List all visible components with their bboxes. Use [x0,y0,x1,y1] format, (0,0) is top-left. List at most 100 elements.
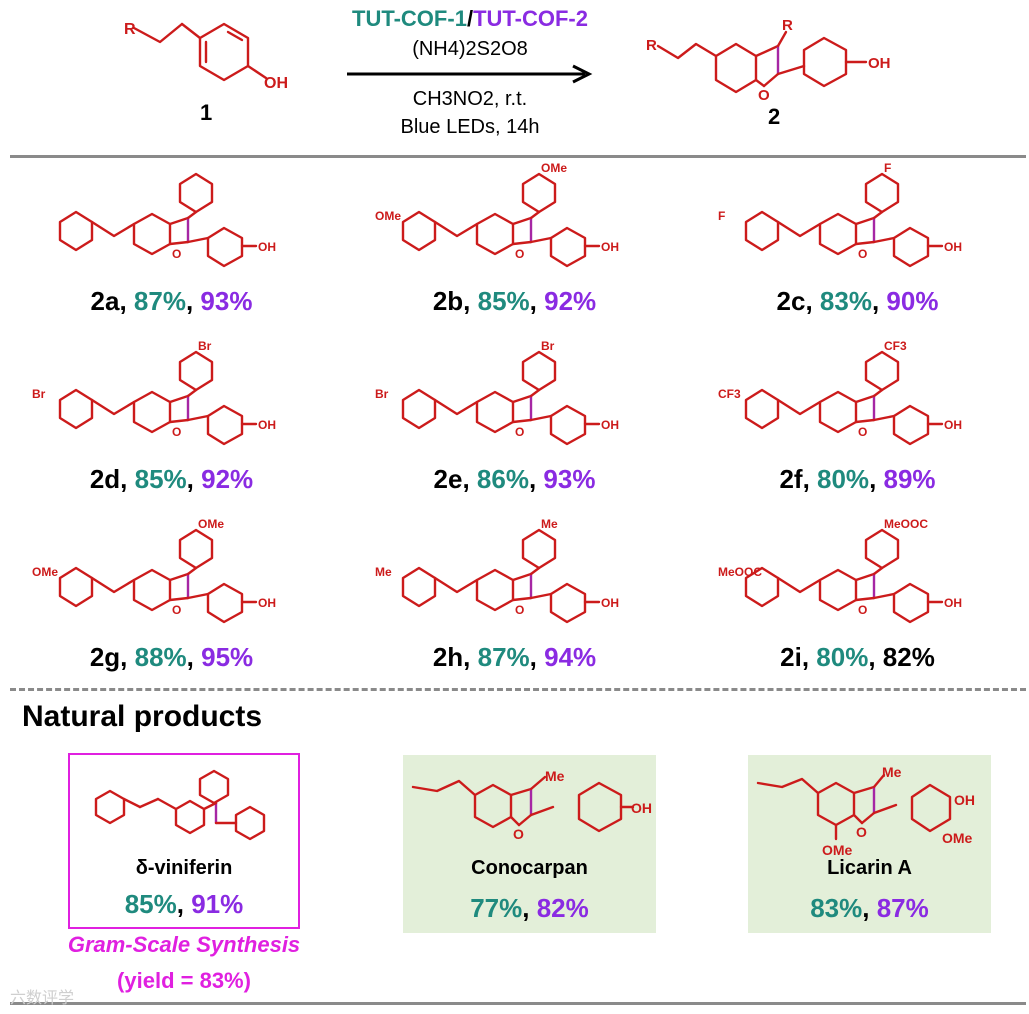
yield-cof2: 93% [200,286,253,316]
svg-text:Me: Me [545,768,565,784]
oxygen-label: O [858,247,867,261]
compound-id: 2f [779,464,803,494]
product-structure-2d: OH O Br Br [32,340,276,446]
natural-products-heading: Natural products [22,700,263,733]
product-grid: OH O 2a, 87%, 93% OH O OMe OMe 2b, 85%, 92% OH O F… [0,160,1029,685]
product-yield-label: 2i, 80%, 82% [780,642,935,672]
hydroxy-label: OH [258,596,276,610]
svg-text:OMe: OMe [942,830,973,846]
viniferin-structure [94,769,266,841]
watermark: 六数评学 [10,990,75,1007]
licarin-structure: Me O OMe OH OMe [756,764,975,858]
product-cell-2g: OH O OMe OMe 2g, 88%, 95% [0,516,343,686]
product-label: 2 [768,104,781,129]
licarin-yield-cof1: 83% [810,893,863,923]
svg-text:O: O [513,826,524,842]
hydroxy-label: OH [944,596,962,610]
product-oxygen-label: O [758,87,770,104]
product-yield-label: 2f, 80%, 89% [779,464,936,494]
yield-cof2: 82% [882,642,935,672]
oxygen-label: O [858,603,867,617]
product-cell-2d: OH O Br Br 2d, 85%, 92% [0,338,343,508]
product-yield-label: 2a, 87%, 93% [90,286,253,316]
yield-cof2: 93% [543,464,596,494]
conocarpan-name: Conocarpan [471,857,588,879]
svg-text:OH: OH [954,792,975,808]
substituent-label: MeOOC [884,518,928,531]
product-hydroxy-label: OH [868,55,891,72]
yield-cof1: 85% [477,286,530,316]
gram-scale-title: Gram-Scale Synthesis [67,932,301,957]
reactant-structure: R OH [124,21,288,92]
yield-cof1: 87% [133,286,186,316]
conocarpan-yields: 77%, 82% [470,893,589,923]
yield-cof1: 85% [134,464,187,494]
reaction-scheme: R OH 1 TUT-COF-1/TUT-COF-2 (NH4)2S2O8 CH… [0,0,1029,150]
product-yield-label: 2b, 85%, 92% [432,286,597,316]
hydroxy-label: OH [944,240,962,254]
yield-cof1: 86% [476,464,529,494]
bottom-divider [10,1002,1026,1005]
compound-id: 2g [89,642,121,672]
top-divider [10,155,1026,158]
viniferin-yield-cof1: 85% [124,889,177,919]
compound-id: 2e [433,464,463,494]
substituent-label: F [718,209,725,223]
compound-id: 2i [780,642,802,672]
oxygen-label: O [515,425,524,439]
compound-id: 2h [432,642,464,672]
hydroxy-label: OH [258,418,276,432]
licarin-yield-cof2: 87% [876,893,929,923]
substituent-label: CF3 [718,387,741,401]
viniferin-name: δ-viniferin [135,857,233,879]
yield-cof1: 87% [477,642,530,672]
hydroxy-label: OH [601,596,619,610]
yield-cof2: 90% [886,286,939,316]
product-structure-2e: OH O Br Br [375,340,619,446]
substituent-label: MeOOC [718,565,762,579]
substituent-label: Me [375,565,392,579]
yield-cof2: 92% [201,464,254,494]
compound-id: 2c [776,286,806,316]
product-cell-2b: OH O OMe OMe 2b, 85%, 92% [343,160,686,330]
substituent-label: OMe [541,162,567,175]
product-cell-2c: OH O F F 2c, 83%, 90% [686,160,1029,330]
conocarpan-yield-cof1: 77% [470,893,523,923]
product-r1-label: R [646,37,657,54]
substituent-label: OMe [32,565,58,579]
middle-dashed-divider [10,688,1026,691]
product-cell-2i: OH O MeOOC MeOOC 2i, 80%, 82% [686,516,1029,686]
product-cell-2f: OH O CF3 CF3 2f, 80%, 89% [686,338,1029,508]
yield-cof1: 80% [816,642,869,672]
product-r2-label: R [782,17,793,34]
compound-id: 2b [432,286,464,316]
substituent-label: F [884,162,891,175]
yield-cof1: 83% [819,286,872,316]
product-yield-label: 2g, 88%, 95% [89,642,254,672]
product-yield-label: 2h, 87%, 94% [432,642,597,672]
product-cell-2e: OH O Br Br 2e, 86%, 93% [343,338,686,508]
substituent-label: OMe [198,518,224,531]
viniferin-card: δ-viniferin 85%, 91% [68,753,300,929]
oxygen-label: O [172,603,181,617]
conocarpan-card: Me O OH Conocarpan 77%, 82% [403,755,656,933]
solvent-text: CH3NO2, r.t. [412,88,528,110]
substituent-label: Br [32,387,46,401]
product-cell-2h: OH O Me Me 2h, 87%, 94% [343,516,686,686]
product-yield-label: 2d, 85%, 92% [89,464,254,494]
product-cell-2a: OH O 2a, 87%, 93% [0,160,343,330]
catalyst-a: TUT-COF-1 [352,6,467,31]
gram-scale-yield: (yield = 83%) [117,968,251,993]
catalyst-separator: / [466,6,474,31]
hydroxy-label: OH [944,418,962,432]
compound-id: 2d [89,464,121,494]
substituent-label: OMe [375,209,401,223]
conocarpan-structure: Me O OH [411,768,652,842]
oxygen-label: O [515,603,524,617]
product-structure-2i: OH O MeOOC MeOOC [718,518,962,624]
svg-text:OMe: OMe [822,842,853,858]
reaction-arrow [347,64,593,84]
oxygen-label: O [172,425,181,439]
product-yield-label: 2c, 83%, 90% [776,286,939,316]
substituent-label: Br [541,340,555,353]
